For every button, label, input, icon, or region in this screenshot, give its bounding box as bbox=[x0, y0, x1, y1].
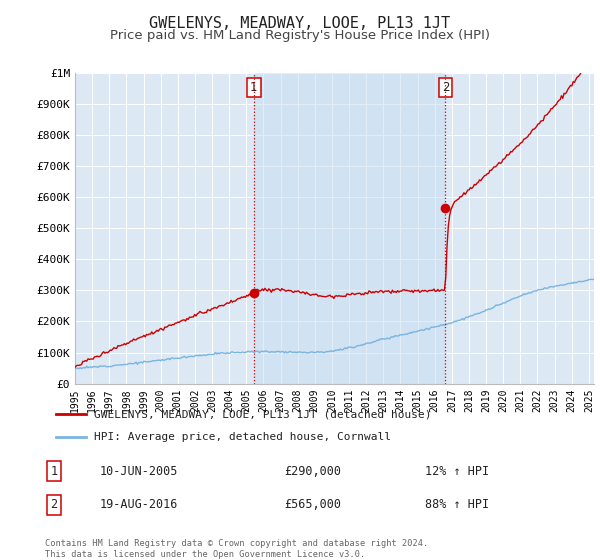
Text: 1: 1 bbox=[50, 465, 58, 478]
Bar bbox=[254, 73, 445, 384]
Text: Price paid vs. HM Land Registry's House Price Index (HPI): Price paid vs. HM Land Registry's House … bbox=[110, 29, 490, 42]
Text: 10-JUN-2005: 10-JUN-2005 bbox=[100, 465, 178, 478]
Text: 2: 2 bbox=[442, 81, 449, 94]
Text: 12% ↑ HPI: 12% ↑ HPI bbox=[425, 465, 489, 478]
Text: 88% ↑ HPI: 88% ↑ HPI bbox=[425, 498, 489, 511]
Text: GWELENYS, MEADWAY, LOOE, PL13 1JT: GWELENYS, MEADWAY, LOOE, PL13 1JT bbox=[149, 16, 451, 31]
Text: HPI: Average price, detached house, Cornwall: HPI: Average price, detached house, Corn… bbox=[94, 432, 391, 442]
Text: 2: 2 bbox=[50, 498, 58, 511]
Text: 19-AUG-2016: 19-AUG-2016 bbox=[100, 498, 178, 511]
Text: GWELENYS, MEADWAY, LOOE, PL13 1JT (detached house): GWELENYS, MEADWAY, LOOE, PL13 1JT (detac… bbox=[94, 409, 431, 419]
Text: 1: 1 bbox=[250, 81, 257, 94]
Text: £290,000: £290,000 bbox=[284, 465, 341, 478]
Text: £565,000: £565,000 bbox=[284, 498, 341, 511]
Text: Contains HM Land Registry data © Crown copyright and database right 2024.
This d: Contains HM Land Registry data © Crown c… bbox=[45, 539, 428, 559]
